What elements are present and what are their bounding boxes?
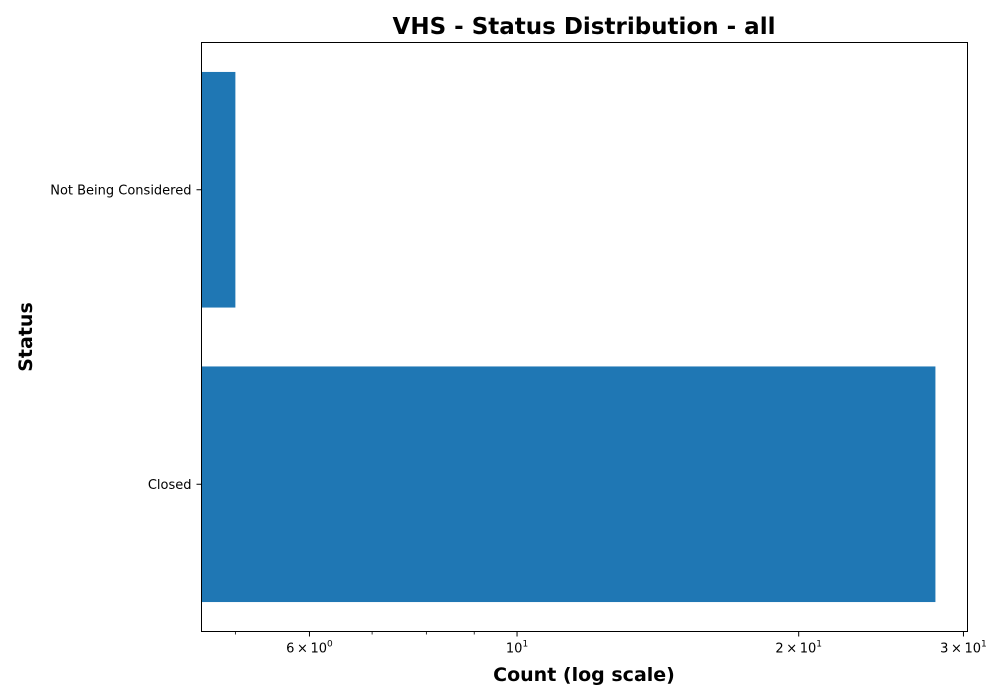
chart-title: VHS - Status Distribution - all <box>393 14 776 40</box>
y-tick-label: Closed <box>148 478 192 493</box>
x-tick-label: 2 × 101 <box>775 640 822 657</box>
x-axis-label: Count (log scale) <box>493 664 675 686</box>
bar-not-being-considered <box>201 71 236 308</box>
x-tick-label: 6 × 100 <box>286 640 333 657</box>
x-tick-label: 101 <box>506 640 528 657</box>
y-axis: Closed Not Being Considered <box>50 183 202 493</box>
plot-frame <box>201 42 968 632</box>
y-axis-label: Status <box>15 302 37 372</box>
x-tick-label: 3 × 101 <box>940 640 987 657</box>
bar-closed <box>201 366 936 603</box>
bars <box>201 71 936 603</box>
y-tick-label: Not Being Considered <box>50 183 191 198</box>
x-axis: 6 × 100 101 2 × 101 3 × 101 <box>234 631 987 657</box>
